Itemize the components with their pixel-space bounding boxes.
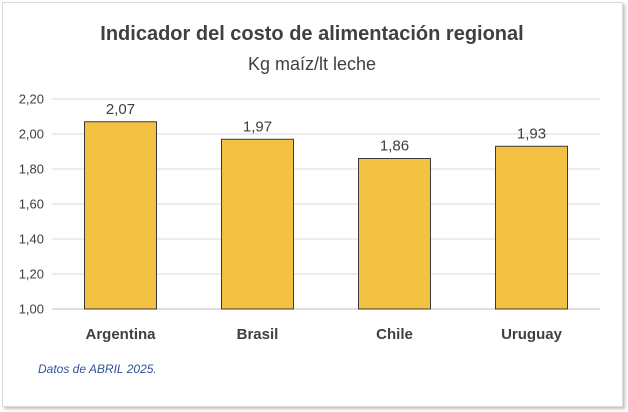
category-label: Brasil xyxy=(237,326,279,343)
bar-argentina xyxy=(84,121,157,310)
data-label: 1,86 xyxy=(380,138,409,155)
y-tick-label: 1,60 xyxy=(19,197,44,212)
chart-title: Indicador del costo de alimentación regi… xyxy=(100,23,523,45)
x-axis-categories: Argentina Brasil Chile Uruguay xyxy=(85,326,562,343)
y-tick-label: 1,20 xyxy=(19,267,44,282)
y-tick-label: 2,20 xyxy=(19,92,44,107)
data-label: 2,07 xyxy=(106,101,135,118)
bar-brasil xyxy=(221,138,294,310)
bar-chile xyxy=(358,158,431,310)
bars xyxy=(84,121,568,310)
y-tick-label: 2,00 xyxy=(19,127,44,142)
category-label: Argentina xyxy=(85,326,156,343)
bar-uruguay xyxy=(495,145,568,310)
chart-subtitle: Kg maíz/lt leche xyxy=(248,54,376,74)
category-label: Uruguay xyxy=(501,326,563,343)
data-label: 1,93 xyxy=(517,125,546,142)
y-tick-label: 1,80 xyxy=(19,162,44,177)
y-tick-label: 1,00 xyxy=(19,302,44,317)
footnote: Datos de ABRIL 2025. xyxy=(38,362,157,376)
y-tick-label: 1,40 xyxy=(19,232,44,247)
category-label: Chile xyxy=(376,326,413,343)
data-labels: 2,07 1,97 1,86 1,93 xyxy=(106,101,546,155)
y-axis-ticks: 1,00 1,20 1,40 1,60 1,80 2,00 2,20 xyxy=(19,92,44,317)
data-label: 1,97 xyxy=(243,118,272,135)
